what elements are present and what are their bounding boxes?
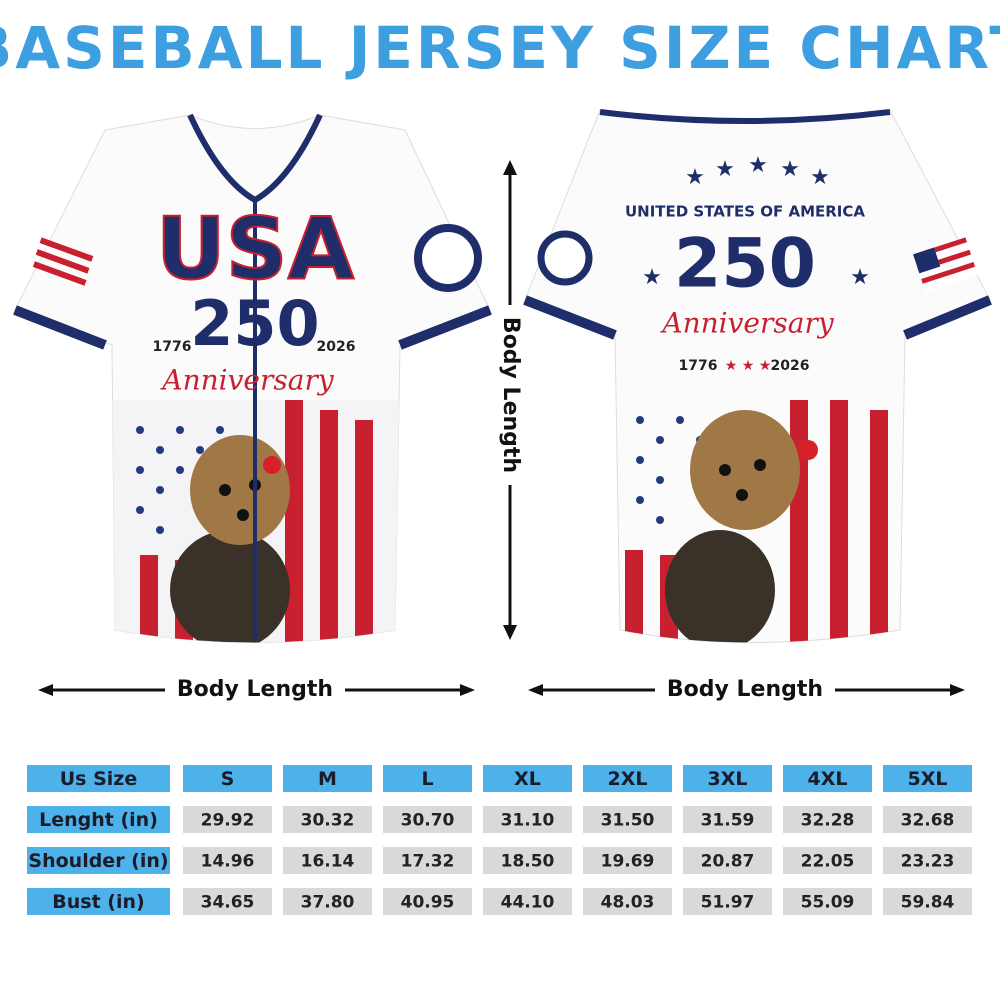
table-cell [283,806,372,833]
table-cell [383,888,472,915]
cell-value: 16.14 [301,852,355,872]
svg-text:★ ★ ★: ★ ★ ★ [725,358,772,374]
measure-arrows [38,160,965,696]
cell-value: 31.50 [601,811,655,831]
back-year-end: 2026 [771,358,810,374]
header-text: M [318,768,337,790]
header-cell [883,765,972,792]
size-table: Us Size S M L XL 2XL 3XL 4XL 5XL Lenght (in) 29.92… [27,765,972,915]
cell-value: 20.87 [701,852,755,872]
header-text: 4XL [808,768,848,790]
header-cell [583,765,672,792]
row-label: Shoulder (in) [28,850,168,872]
header-cell [283,765,372,792]
table-cell [483,847,572,874]
svg-text:★: ★ [780,157,800,182]
front-measure-label: Body Length [177,677,333,702]
header-text: S [221,768,235,790]
cell-value: 30.32 [301,811,355,831]
header-text: Us Size [60,768,138,790]
page-title: BASEBALL JERSEY SIZE CHART [0,14,1000,82]
table-cell [183,847,272,874]
cell-value: 14.96 [201,852,255,872]
front-year-start: 1776 [153,339,192,355]
table-cell [683,847,772,874]
back-number: 250 [674,225,816,304]
cell-value: 59.84 [901,893,955,913]
cell-value: 40.95 [401,893,455,913]
front-number: 250 [190,287,319,360]
cell-value: 31.10 [501,811,555,831]
cell-value: 55.09 [801,893,855,913]
back-heading: UNITED STATES OF AMERICA [625,203,865,221]
svg-text:★: ★ [642,265,662,290]
svg-text:★: ★ [715,157,735,182]
table-cell [27,806,170,833]
table-cell [183,888,272,915]
table-cell [383,847,472,874]
cell-value: 22.05 [801,852,855,872]
header-text: 3XL [708,768,748,790]
cell-value: 32.28 [801,811,855,831]
table-cell [183,806,272,833]
vertical-measure-label: Body Length [498,317,523,473]
header-cell [783,765,872,792]
svg-text:★: ★ [810,165,830,190]
table-cell [883,806,972,833]
front-script: Anniversary [159,364,334,397]
header-text: L [421,768,433,790]
header-cell [383,765,472,792]
table-cell [883,847,972,874]
cell-value: 34.65 [201,893,255,913]
header-cell [183,765,272,792]
header-cell [483,765,572,792]
header-cell [683,765,772,792]
table-cell [583,806,672,833]
table-cell [483,888,572,915]
cell-value: 29.92 [201,811,255,831]
front-year-end: 2026 [317,339,356,355]
table-cell [683,888,772,915]
header-text: 2XL [608,768,648,790]
svg-text:★: ★ [748,153,768,178]
cell-value: 51.97 [701,893,755,913]
cell-value: 31.59 [701,811,755,831]
front-usa: USA [156,199,355,299]
table-cell [683,806,772,833]
back-year-start: 1776 [679,358,718,374]
header-text: XL [514,768,541,790]
cell-value: 32.68 [901,811,955,831]
front-jersey: USA 250 1776 2026 Anniversary [13,113,492,643]
table-cell [583,888,672,915]
cell-value: 48.03 [601,893,655,913]
table-cell [783,888,872,915]
back-measure-label: Body Length [667,677,823,702]
table-cell [483,806,572,833]
back-jersey: ★ ★ ★ ★ ★ ★ ★ UNITED STATES OF AMERICA 250 Ann… [523,109,992,643]
cell-value: 17.32 [401,852,455,872]
table-cell [27,888,170,915]
cell-value: 30.70 [401,811,455,831]
table-cell [883,888,972,915]
row-label: Bust (in) [52,891,144,913]
table-cell [27,847,170,874]
table-cell [383,806,472,833]
svg-text:★: ★ [850,265,870,290]
cell-value: 19.69 [601,852,655,872]
table-cell [283,888,372,915]
table-cell [583,847,672,874]
table-cell [783,847,872,874]
cell-value: 23.23 [901,852,955,872]
cell-value: 44.10 [501,893,555,913]
table-cell [283,847,372,874]
svg-text:★: ★ [685,165,705,190]
header-cell [27,765,170,792]
cell-value: 18.50 [501,852,555,872]
back-script: Anniversary [659,307,834,340]
header-text: 5XL [908,768,948,790]
row-label: Lenght (in) [39,809,158,831]
cell-value: 37.80 [301,893,355,913]
table-cell [783,806,872,833]
